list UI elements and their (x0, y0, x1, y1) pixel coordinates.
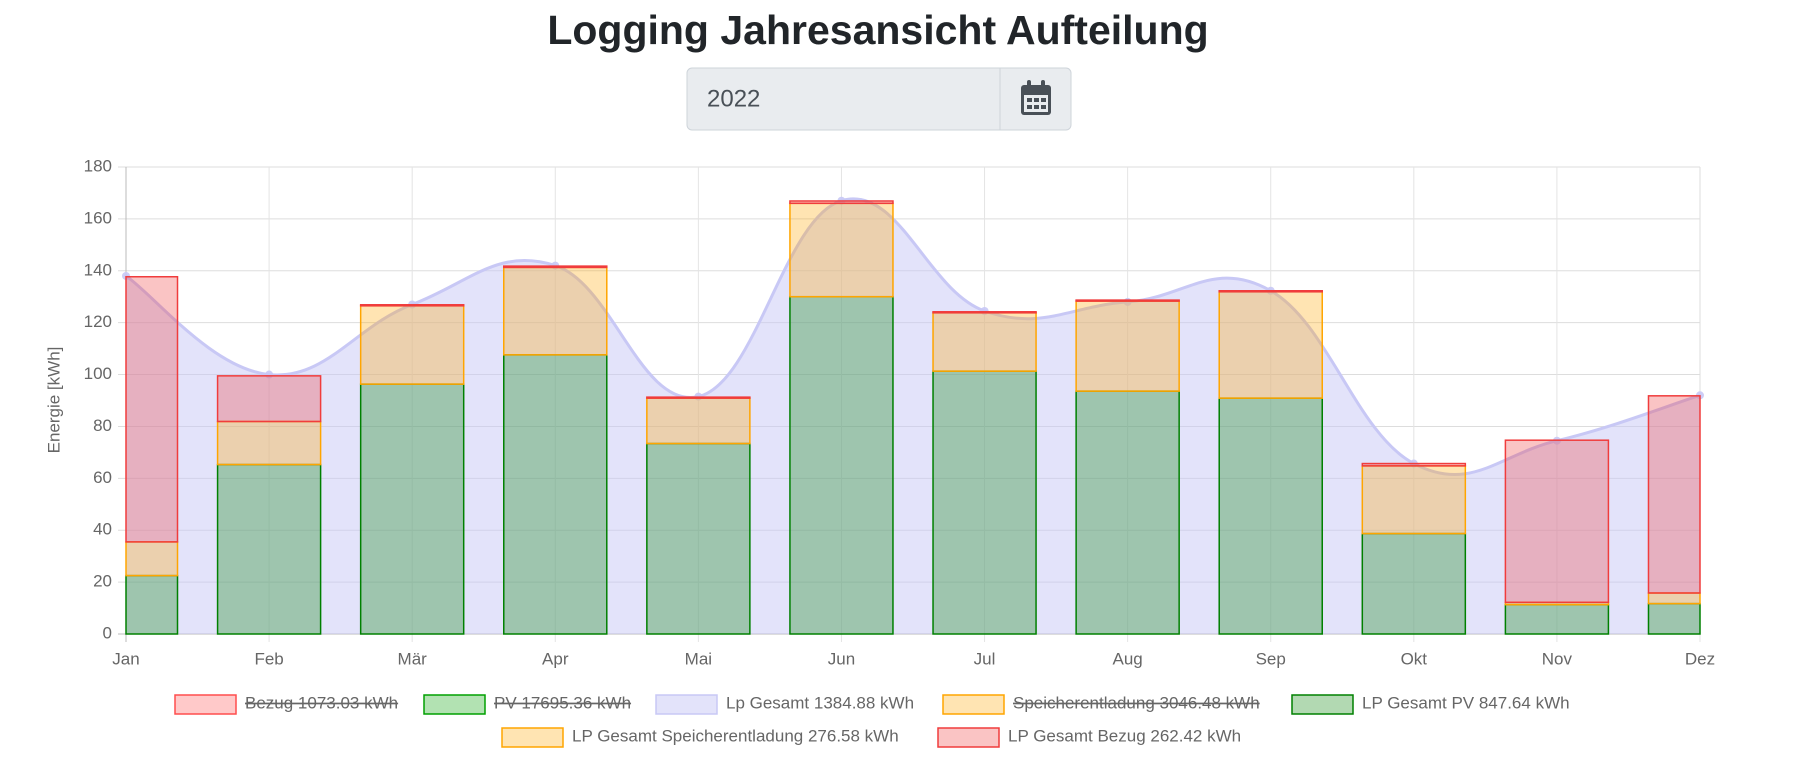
bar-segment (1075, 390, 1180, 635)
x-tick-label: Aug (1113, 649, 1143, 668)
legend-swatch (655, 694, 718, 715)
bar-segment (1647, 395, 1701, 594)
y-tick-label: 100 (84, 364, 112, 383)
bar-segment (1647, 602, 1701, 635)
bar-segment (503, 266, 608, 356)
legend-swatch (174, 694, 237, 715)
x-tick-label: Nov (1542, 649, 1573, 668)
bar-segment (1075, 300, 1180, 392)
bar-segment (125, 574, 179, 635)
legend-label[interactable]: LP Gesamt Bezug 262.42 kWh (1008, 726, 1241, 745)
legend-swatch (942, 694, 1005, 715)
year-input[interactable] (686, 67, 1072, 131)
y-tick-label: 40 (93, 520, 112, 539)
bar-segment (932, 370, 1037, 635)
bar-segment (1075, 299, 1180, 302)
bar-segment (646, 442, 751, 635)
legend-swatch (423, 694, 486, 715)
legend-label[interactable]: Lp Gesamt 1384.88 kWh (726, 693, 914, 712)
x-tick-label: Feb (254, 649, 283, 668)
y-tick-label: 180 (84, 156, 112, 175)
y-tick-label: 160 (84, 208, 112, 227)
bar-segment (216, 463, 322, 635)
bar-segment (1504, 603, 1610, 635)
bar-segment (789, 200, 894, 205)
x-tick-label: Okt (1401, 649, 1428, 668)
x-tick-label: Sep (1256, 649, 1286, 668)
legend-label[interactable]: PV 17695.36 kWh (494, 693, 631, 712)
bar-segment (1361, 465, 1467, 535)
bar-segment (216, 375, 322, 423)
bar-segment (359, 304, 465, 307)
x-tick-label: Jun (828, 649, 855, 668)
x-tick-label: Dez (1685, 649, 1715, 668)
y-tick-label: 60 (93, 468, 112, 487)
bar-segment (1504, 439, 1610, 604)
line-area (126, 198, 1700, 634)
bar-segment (1361, 462, 1467, 467)
bar-segment (1218, 397, 1323, 635)
bar-segment (1218, 290, 1323, 293)
bar-segment (125, 541, 179, 577)
bar-segment (789, 295, 894, 635)
legend-label[interactable]: Speicherentladung 3046.48 kWh (1013, 693, 1260, 712)
x-tick-label: Jan (112, 649, 139, 668)
bar-segment (503, 354, 608, 635)
bar-segment (216, 420, 322, 466)
bar-segment (932, 311, 1037, 314)
bar-segment (503, 265, 608, 269)
bar-segment (789, 202, 894, 298)
x-tick-label: Jul (974, 649, 996, 668)
y-tick-label: 20 (93, 572, 112, 591)
legend-label[interactable]: LP Gesamt PV 847.64 kWh (1362, 693, 1570, 712)
bar-segment (646, 396, 751, 399)
legend-swatch (501, 727, 564, 748)
legend-label[interactable]: LP Gesamt Speicherentladung 276.58 kWh (572, 726, 899, 745)
legend-label[interactable]: Bezug 1073.03 kWh (245, 693, 398, 712)
y-tick-label: 120 (84, 312, 112, 331)
bar-segment (932, 312, 1037, 372)
bar-segment (1647, 592, 1701, 605)
bar-segment (359, 305, 465, 385)
x-tick-label: Mai (685, 649, 712, 668)
page-title: Logging Jahresansicht Aufteilung (547, 7, 1208, 53)
bar-segment (359, 383, 465, 635)
y-tick-label: 80 (93, 416, 112, 435)
line-point (122, 271, 130, 280)
calendar-icon[interactable] (1021, 80, 1051, 115)
bar-segment (1218, 291, 1323, 399)
y-axis-title: Energie [kWh] (44, 347, 63, 454)
y-tick-label: 140 (84, 260, 112, 279)
bar-segment (1361, 532, 1467, 635)
legend-swatch (1291, 694, 1354, 715)
bar-segment (646, 397, 751, 445)
x-tick-label: Mär (398, 649, 428, 668)
year-value[interactable]: 2022 (707, 85, 760, 112)
y-tick-label: 0 (103, 623, 112, 642)
legend-swatch (937, 727, 1000, 748)
bar-segment (125, 275, 179, 543)
x-tick-label: Apr (542, 649, 569, 668)
